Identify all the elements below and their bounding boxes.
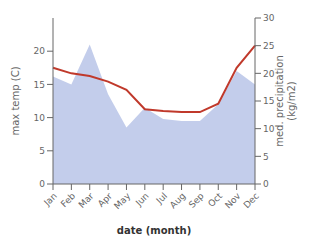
svg-text:0: 0: [263, 179, 269, 189]
svg-text:Mar: Mar: [77, 191, 96, 210]
svg-text:Oct: Oct: [206, 191, 224, 209]
svg-text:Jul: Jul: [154, 191, 169, 206]
svg-text:10: 10: [263, 124, 275, 134]
svg-text:May: May: [112, 190, 133, 211]
svg-text:Nov: Nov: [223, 190, 243, 210]
svg-text:5: 5: [263, 152, 269, 162]
svg-text:15: 15: [34, 80, 45, 90]
svg-text:5: 5: [39, 146, 45, 156]
svg-text:med. precipitation(kg/m2): med. precipitation(kg/m2): [274, 55, 297, 147]
svg-text:Apr: Apr: [96, 191, 114, 209]
svg-text:0: 0: [39, 179, 45, 189]
svg-text:20: 20: [34, 46, 46, 56]
svg-text:10: 10: [34, 113, 46, 123]
svg-text:Aug: Aug: [168, 191, 188, 211]
svg-text:15: 15: [263, 96, 274, 106]
svg-text:Sep: Sep: [187, 191, 206, 210]
svg-text:max temp (C): max temp (C): [10, 66, 21, 135]
svg-text:Feb: Feb: [59, 191, 78, 210]
svg-text:date (month): date (month): [117, 225, 191, 236]
svg-text:20: 20: [263, 69, 275, 79]
svg-text:25: 25: [263, 41, 274, 51]
svg-text:Jan: Jan: [41, 191, 59, 209]
svg-text:30: 30: [263, 13, 275, 23]
svg-text:Dec: Dec: [242, 191, 261, 210]
svg-text:Jun: Jun: [133, 191, 151, 209]
